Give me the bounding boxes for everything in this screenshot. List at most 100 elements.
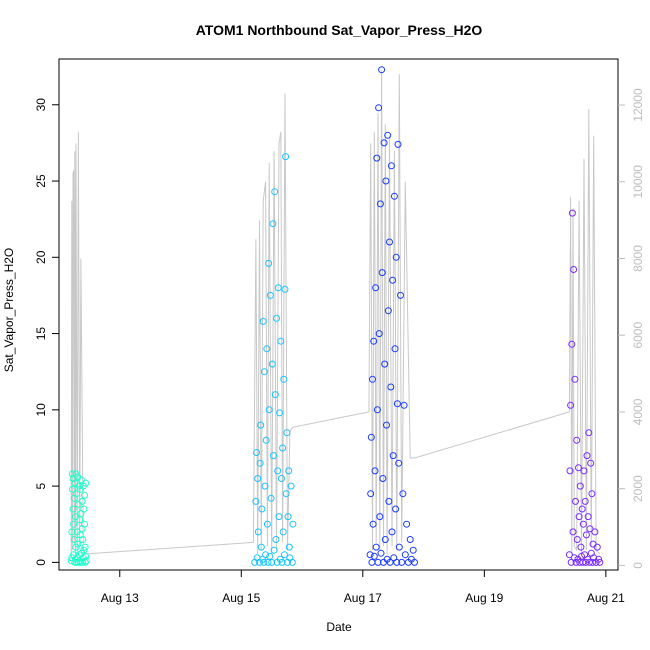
data-point — [262, 436, 270, 444]
data-point — [573, 436, 581, 444]
data-point — [391, 345, 399, 353]
data-point — [268, 360, 276, 368]
secondary-series-line — [568, 108, 601, 555]
transit-line — [292, 411, 369, 428]
data-point — [576, 482, 584, 490]
y-tick-label: 5 — [34, 482, 48, 489]
secondary-series-line — [368, 70, 415, 554]
data-point — [276, 409, 284, 417]
data-point — [271, 391, 279, 399]
data-point — [397, 291, 404, 299]
data-point — [68, 470, 76, 478]
data-point — [80, 505, 88, 513]
data-point — [257, 543, 265, 551]
data-point — [281, 285, 289, 293]
data-point — [257, 421, 265, 429]
data-point — [252, 497, 260, 505]
data-point — [587, 459, 595, 467]
data-point — [79, 536, 87, 543]
data-point — [75, 482, 83, 490]
data-point — [81, 543, 89, 551]
data-point — [395, 543, 403, 551]
data-point — [400, 401, 408, 409]
data-point — [577, 543, 585, 551]
data-point — [403, 520, 411, 528]
data-point — [260, 368, 268, 376]
data-point — [593, 543, 601, 551]
data-point — [273, 314, 280, 322]
data-point — [386, 558, 394, 566]
data-point — [596, 558, 604, 566]
data-point — [411, 558, 418, 566]
data-point — [274, 467, 282, 475]
data-point — [581, 497, 589, 505]
y-tick-label: 25 — [34, 174, 48, 188]
data-point — [383, 421, 390, 429]
data-point — [280, 551, 288, 559]
data-point — [277, 337, 285, 345]
data-point — [379, 475, 387, 482]
data-point — [378, 66, 386, 74]
data-point — [392, 505, 400, 513]
data-point — [589, 558, 596, 566]
data-point — [253, 449, 260, 456]
data-point — [381, 360, 389, 368]
data-point — [395, 459, 403, 467]
data-point — [258, 505, 266, 513]
data-point — [260, 558, 268, 566]
data-point — [78, 497, 86, 505]
data-point — [366, 551, 374, 559]
x-axis-label: Date — [326, 620, 352, 634]
data-point — [82, 479, 90, 487]
data-point — [399, 490, 407, 498]
data-point — [282, 153, 290, 161]
plot-frame — [58, 58, 619, 571]
transit-line — [414, 411, 570, 459]
y2-tick-label: 2000 — [631, 475, 645, 502]
y-tick-label: 15 — [34, 327, 48, 341]
chart-title: ATOM1 Northbound Sat_Vapor_Press_H2O — [196, 22, 483, 38]
data-point — [268, 558, 276, 566]
data-point — [584, 513, 592, 521]
data-point — [375, 330, 383, 338]
data-point — [74, 540, 82, 548]
data-point — [82, 557, 90, 565]
data-point — [271, 188, 279, 196]
data-point — [266, 291, 274, 299]
data-point — [570, 266, 578, 273]
data-point — [394, 140, 402, 148]
data-point — [375, 104, 383, 112]
data-point — [389, 452, 397, 460]
data-point — [568, 209, 576, 217]
data-point — [376, 513, 384, 521]
data-point — [575, 513, 583, 521]
data-point — [372, 543, 380, 551]
data-point — [367, 490, 375, 498]
data-point — [269, 220, 277, 228]
data-point — [579, 558, 587, 566]
data-point — [387, 162, 395, 170]
secondary-series-line — [252, 93, 294, 554]
data-point — [263, 345, 271, 353]
data-point — [582, 531, 590, 539]
data-point — [80, 546, 88, 554]
data-point — [285, 543, 293, 551]
data-point — [578, 505, 586, 513]
x-tick-label: Aug 17 — [344, 591, 382, 605]
data-point — [573, 536, 581, 543]
data-point — [69, 505, 77, 513]
y2-tick-label: 6000 — [631, 322, 645, 349]
data-point — [81, 491, 88, 499]
data-point — [409, 546, 417, 554]
y-tick-label: 30 — [34, 98, 48, 112]
data-point — [572, 497, 579, 505]
data-point — [378, 269, 386, 277]
data-point — [393, 400, 401, 408]
data-point — [288, 558, 296, 566]
data-point — [567, 401, 575, 409]
data-point — [256, 459, 264, 467]
data-point — [277, 475, 285, 482]
data-point — [566, 467, 574, 475]
y2-tick-label: 0 — [631, 562, 645, 569]
data-point — [595, 555, 603, 563]
